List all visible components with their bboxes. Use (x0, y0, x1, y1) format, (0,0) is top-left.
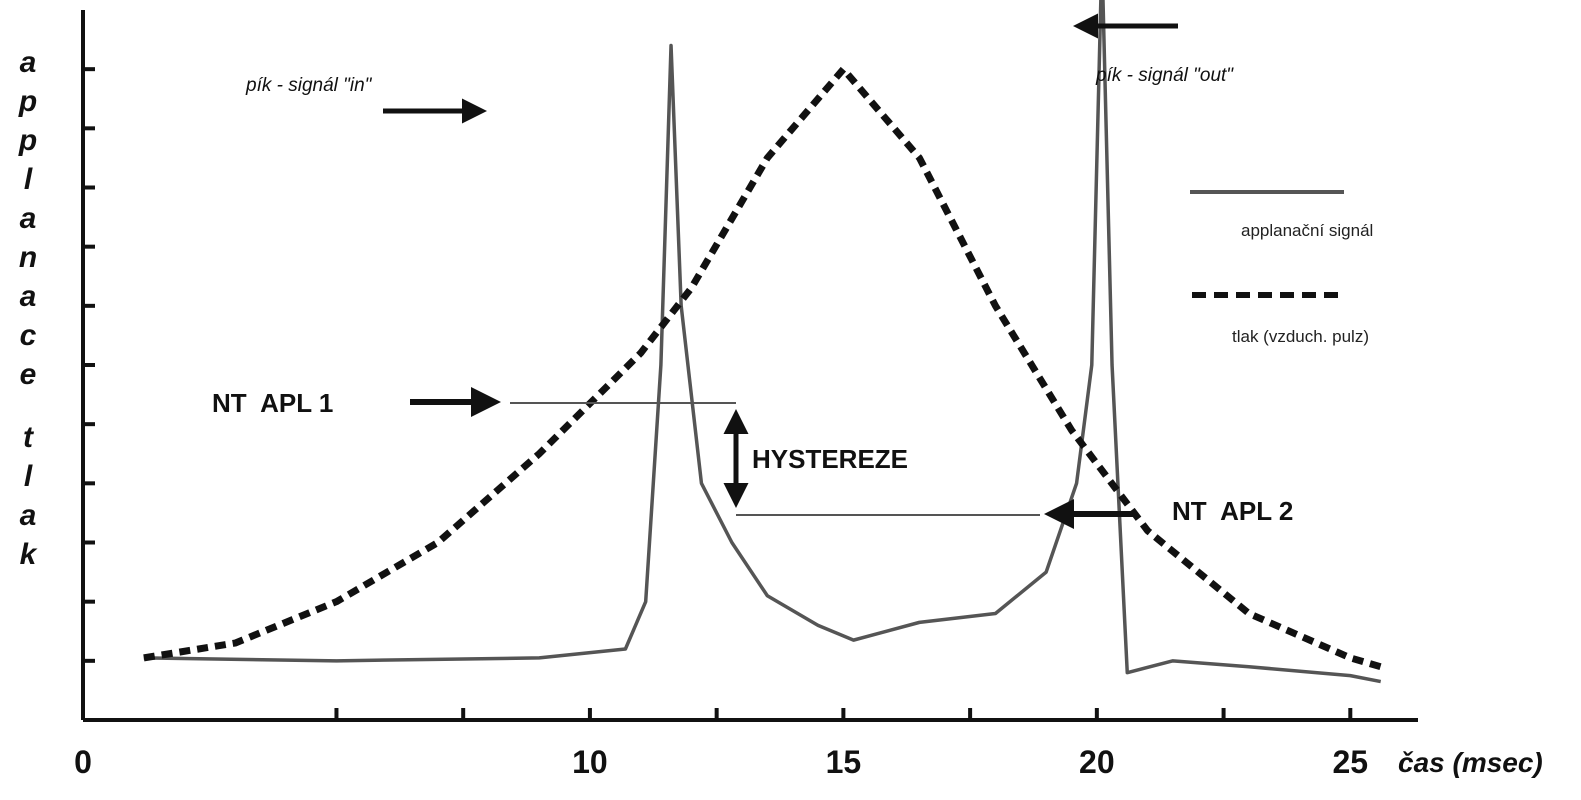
plot-area (143, 0, 1382, 684)
x-axis-ticks (334, 708, 1353, 720)
y-axis-label-letter: p (18, 85, 37, 118)
series-line-pressure (143, 65, 1382, 671)
y-axis-label-letter: k (20, 538, 38, 571)
x-tick-label: 20 (1079, 744, 1115, 780)
y-axis-label-letter: e (20, 358, 37, 391)
annotation-peak-out: pík - signál "out" (1095, 65, 1234, 86)
y-axis-label-letter: p (18, 124, 37, 157)
y-axis-label-letter: a (20, 499, 37, 532)
x-tick-label: 15 (826, 744, 862, 780)
y-axis-label-letter: t (23, 421, 35, 454)
annotation-peak-in: pík - signál "in" (245, 75, 373, 96)
x-tick-label: 25 (1333, 744, 1369, 780)
y-axis-label-letter: n (19, 241, 37, 274)
annotation-apl1: NT APL 1 (212, 388, 333, 418)
y-axis-label-letter: c (20, 319, 37, 352)
y-axis-ticks (83, 67, 95, 663)
legend-label-signal: applanační signál (1241, 221, 1373, 240)
y-axis-label-letter: l (24, 460, 33, 493)
x-axis-label: čas (msec) (1398, 747, 1543, 778)
y-axis-label-letter: a (20, 46, 37, 79)
x-tick-label: 0 (74, 744, 92, 780)
legend: applanační signál tlak (vzduch. pulz) (1190, 190, 1373, 346)
legend-label-pressure: tlak (vzduch. pulz) (1232, 327, 1369, 346)
x-tick-labels: 0 10 15 20 25 (74, 744, 1368, 780)
x-tick-label: 10 (572, 744, 608, 780)
y-axis-label-letter: a (20, 202, 37, 235)
y-axis-label-letter: a (20, 280, 37, 313)
series-line-signal (143, 0, 1382, 684)
annotation-apl2: NT APL 2 (1172, 496, 1293, 526)
annotation-hysteresis: HYSTEREZE (752, 444, 908, 474)
y-axis-label-letter: l (24, 163, 33, 196)
